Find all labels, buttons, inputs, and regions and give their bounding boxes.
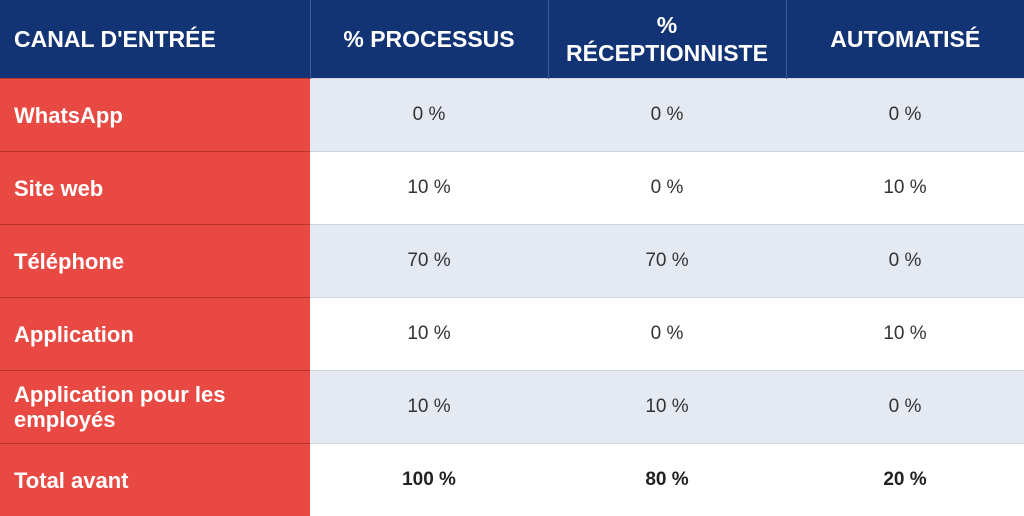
header-automatise: AUTOMATISÉ <box>786 0 1024 79</box>
table-row: Application pour les employés 10 % 10 % … <box>0 371 1024 444</box>
table-row: Téléphone 70 % 70 % 0 % <box>0 225 1024 298</box>
cell-receptionniste: 0 % <box>548 152 786 225</box>
row-label: Site web <box>0 152 310 225</box>
table-row: Application 10 % 0 % 10 % <box>0 298 1024 371</box>
total-processus: 100 % <box>310 444 548 516</box>
cell-processus: 0 % <box>310 79 548 152</box>
table-row: Site web 10 % 0 % 10 % <box>0 152 1024 225</box>
cell-processus: 10 % <box>310 371 548 444</box>
cell-receptionniste: 0 % <box>548 79 786 152</box>
header-row: CANAL D'ENTRÉE % PROCESSUS % RÉCEPTIONNI… <box>0 0 1024 79</box>
cell-automatise: 0 % <box>786 79 1024 152</box>
cell-automatise: 0 % <box>786 371 1024 444</box>
cell-receptionniste: 10 % <box>548 371 786 444</box>
cell-automatise: 10 % <box>786 152 1024 225</box>
row-label: Application <box>0 298 310 371</box>
header-pct-receptionniste: % RÉCEPTIONNISTE <box>548 0 786 79</box>
row-label: Application pour les employés <box>0 371 310 444</box>
total-label: Total avant <box>0 444 310 516</box>
cell-processus: 10 % <box>310 298 548 371</box>
row-label: WhatsApp <box>0 79 310 152</box>
cell-automatise: 0 % <box>786 225 1024 298</box>
cell-receptionniste: 0 % <box>548 298 786 371</box>
header-pct-receptionniste-text: % RÉCEPTIONNISTE <box>566 12 768 66</box>
header-pct-processus: % PROCESSUS <box>310 0 548 79</box>
table-header: CANAL D'ENTRÉE % PROCESSUS % RÉCEPTIONNI… <box>0 0 1024 79</box>
header-canal-entree: CANAL D'ENTRÉE <box>0 0 310 79</box>
total-receptionniste: 80 % <box>548 444 786 516</box>
table-row: WhatsApp 0 % 0 % 0 % <box>0 79 1024 152</box>
cell-processus: 70 % <box>310 225 548 298</box>
table-body: WhatsApp 0 % 0 % 0 % Site web 10 % 0 % 1… <box>0 79 1024 516</box>
cell-processus: 10 % <box>310 152 548 225</box>
total-automatise: 20 % <box>786 444 1024 516</box>
cell-receptionniste: 70 % <box>548 225 786 298</box>
cell-automatise: 10 % <box>786 298 1024 371</box>
total-row: Total avant 100 % 80 % 20 % <box>0 444 1024 516</box>
row-label: Téléphone <box>0 225 310 298</box>
